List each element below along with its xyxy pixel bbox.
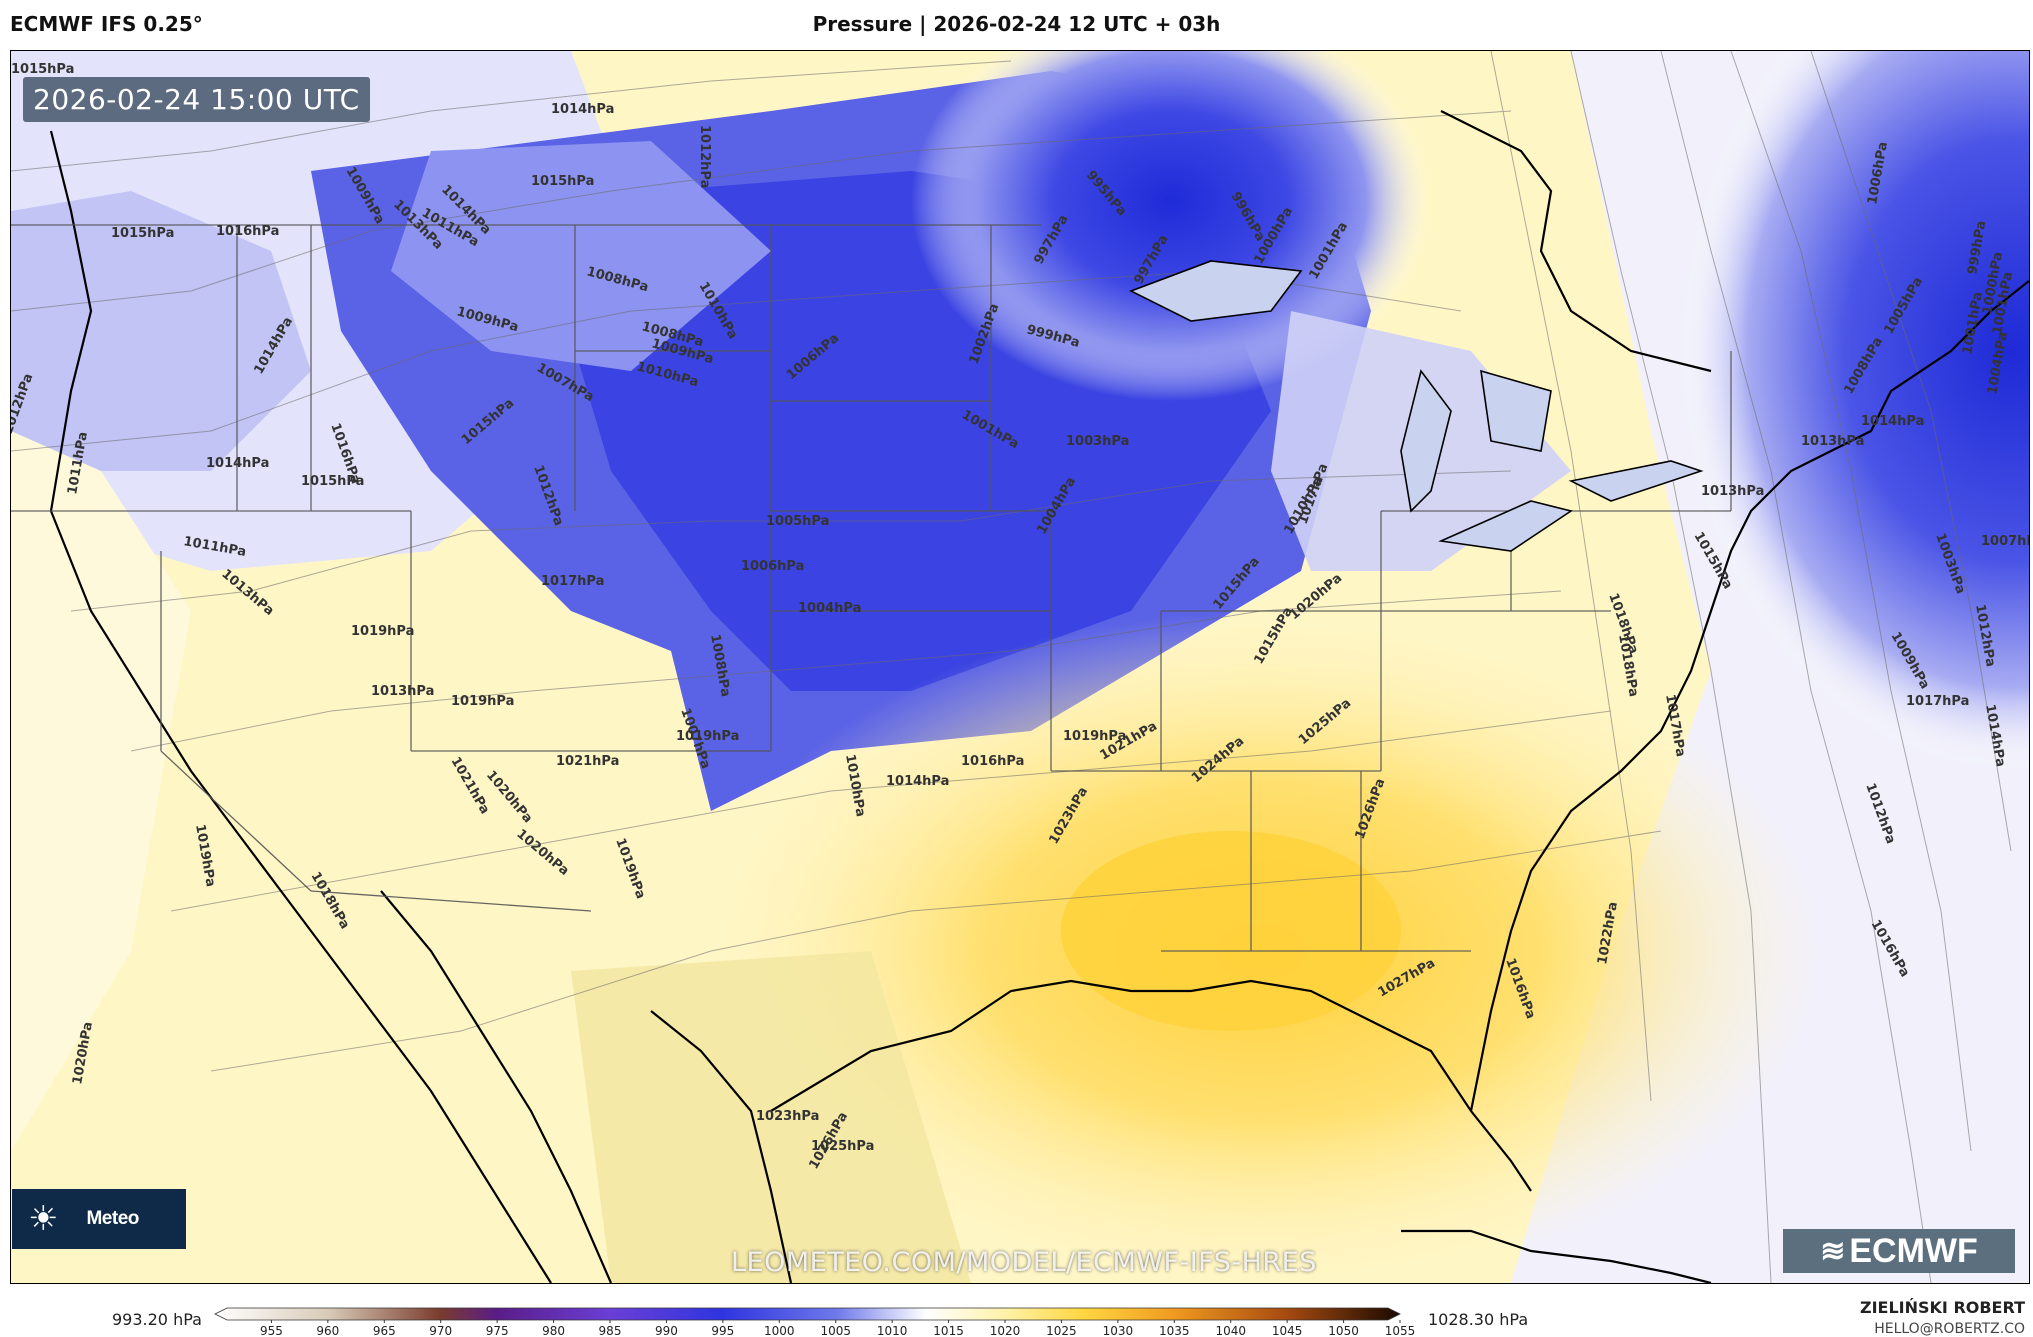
colorbar-tick-label: 1005	[820, 1324, 851, 1337]
author-credit: ZIELIŃSKI ROBERT HELLO@ROBERTZ.CO	[1860, 1298, 2025, 1337]
isobar-label: 1015hPa	[531, 174, 594, 189]
model-name: ECMWF IFS 0.25°	[10, 12, 203, 36]
colorbar-tick-label: 965	[373, 1324, 396, 1337]
isobar	[1660, 51, 1932, 1283]
isobar-label: 1013hPa	[1701, 484, 1764, 499]
isobar-label: 1016hPa	[961, 754, 1024, 769]
isobar-label: 1017hPa	[1906, 694, 1969, 709]
author-email: HELLO@ROBERTZ.CO	[1874, 1321, 2025, 1337]
colorbar-tick-label: 970	[429, 1324, 452, 1337]
colorbar-tick-label: 960	[316, 1324, 339, 1337]
colorbar-scale: 955 960 965 970 975 980 985 990 995 1000 1005 1010 1…	[214, 1307, 1416, 1337]
colorbar-gradient	[214, 1307, 1401, 1321]
isobar-label: 1004hPa	[798, 601, 861, 616]
meteo-logo: ☀ Meteo	[12, 1189, 186, 1249]
isobar	[11, 110, 1512, 312]
isobar	[1570, 51, 1772, 1283]
isobar	[11, 60, 1012, 172]
isobar-label: 1012hPa	[697, 125, 712, 188]
meteo-badge-text: Meteo	[86, 1208, 139, 1229]
isobar-label: 1015hPa	[11, 62, 74, 77]
isobar-label: 1007hPa	[1981, 534, 2029, 549]
colorbar-tick-label: 1015	[933, 1324, 964, 1337]
isobar-label: 1019hPa	[676, 729, 739, 744]
isobar-label: 1017hPa	[541, 574, 604, 589]
colorbar-tick-label: 1030	[1103, 1324, 1134, 1337]
colorbar-max-label: 1028.30 hPa	[1428, 1310, 1529, 1329]
isobar-label: 1015hPa	[301, 474, 364, 489]
isobar-label: 1019hPa	[351, 624, 414, 639]
isobar-label: 1015hPa	[111, 226, 174, 241]
colorbar-tick-label: 1045	[1272, 1324, 1303, 1337]
ecmwf-logo: ≋ ECMWF	[1783, 1229, 2015, 1273]
isobar-label: 1006hPa	[741, 559, 804, 574]
isobar	[1810, 51, 2012, 852]
colorbar-tick-label: 985	[599, 1324, 622, 1337]
ecmwf-swirl-icon: ≋	[1820, 1234, 1846, 1268]
colorbar-min-label: 993.20 hPa	[112, 1310, 202, 1329]
isobar	[170, 710, 1612, 912]
isobar-label: 1014hPa	[1861, 414, 1924, 429]
sun-icon: ☀	[28, 1199, 59, 1239]
isobar-label: 1019hPa	[451, 694, 514, 709]
colorbar-tick-label: 1025	[1046, 1324, 1077, 1337]
isobar-label: 1013hPa	[1801, 434, 1864, 449]
colorbar-tick-label: 955	[260, 1324, 283, 1337]
colorbar-tick-label: 1020	[990, 1324, 1021, 1337]
colorbar-tick-label: 980	[542, 1324, 565, 1337]
colorbar-tick-label: 995	[711, 1324, 734, 1337]
colorbar-tick-label: 1000	[764, 1324, 795, 1337]
colorbar-tick-label: 1010	[877, 1324, 908, 1337]
isobar-label: 1014hPa	[886, 774, 949, 789]
isobar-label: 1016hPa	[216, 224, 279, 239]
colorbar-tick-label: 1035	[1159, 1324, 1190, 1337]
author-name: ZIELIŃSKI ROBERT	[1859, 1298, 2025, 1317]
isobar-label: 1013hPa	[371, 684, 434, 699]
isobar-label: 1023hPa	[756, 1109, 819, 1124]
colorbar: 993.20 hPa 955 960 965 970 975 980 985 990 995 10…	[0, 1290, 2033, 1337]
colorbar-tick-label: 1050	[1328, 1324, 1359, 1337]
colorbar-tick-label: 990	[655, 1324, 678, 1337]
source-watermark: LEOMETEO.COM/MODEL/ECMWF-IFS-HRES	[731, 1247, 1317, 1278]
isobar-label: 1014hPa	[206, 456, 269, 471]
colorbar-tick-label: 1040	[1215, 1324, 1246, 1337]
coastlines	[49, 110, 2029, 1283]
isobar	[210, 830, 1662, 1072]
colorbar-tick-label: 1055	[1385, 1324, 1416, 1337]
isobar-label: 1003hPa	[1066, 434, 1129, 449]
isobar-label: 1025hPa	[811, 1139, 874, 1154]
isobar-label: 1021hPa	[556, 754, 619, 769]
great-lakes	[1129, 260, 1704, 552]
isobar-label: 1019hPa	[1063, 729, 1126, 744]
isobar-label: 1005hPa	[766, 514, 829, 529]
isobar	[1730, 51, 1972, 1152]
colorbar-tick-label: 975	[486, 1324, 509, 1337]
isobar-label: 1014hPa	[551, 102, 614, 117]
ecmwf-logo-text: ECMWF	[1849, 1231, 1978, 1270]
isobar	[1490, 51, 1652, 1102]
isobar	[70, 470, 1512, 612]
state-borders	[11, 224, 1732, 952]
valid-time-label: 2026-02-24 15:00 UTC	[23, 77, 370, 122]
chart-title: Pressure | 2026-02-24 12 UTC + 03h	[812, 12, 1221, 36]
pressure-map: 1015hPa 1014hPa 1012hPa 1015hPa 1009hPa 1013h…	[10, 50, 2030, 1284]
